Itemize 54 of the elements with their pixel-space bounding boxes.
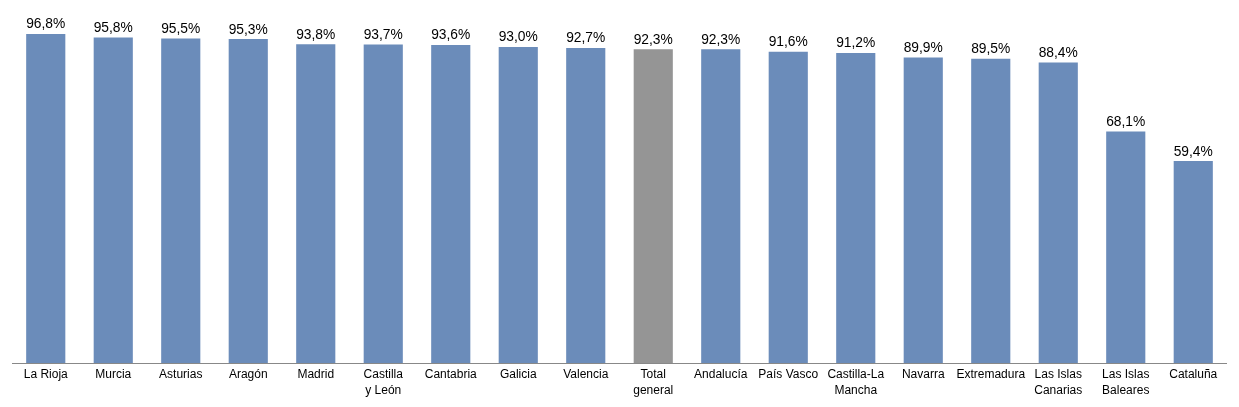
data-label: 95,3%: [228, 21, 268, 37]
bar: [701, 49, 741, 363]
x-tick-label: Andalucía: [694, 367, 748, 382]
bar: [903, 57, 943, 363]
bar: [1106, 131, 1146, 363]
data-label: 91,2%: [836, 35, 876, 51]
x-tick-label: Madrid: [297, 367, 335, 382]
bar: [26, 34, 66, 363]
x-tick-label: Navarra: [901, 367, 945, 382]
data-label: 89,5%: [971, 41, 1011, 57]
data-label: 68,1%: [1106, 113, 1146, 129]
data-label: 88,4%: [1038, 44, 1078, 60]
x-tick-label: Castilla-La Mancha: [827, 367, 885, 397]
x-tick-label: Murcia: [95, 367, 132, 382]
x-tick-label: La Rioja: [23, 367, 69, 382]
x-tick-label: Cataluña: [1169, 367, 1218, 382]
bar: [498, 46, 538, 363]
data-label: 95,8%: [93, 19, 133, 35]
x-tick-label: Galicia: [499, 367, 537, 382]
data-label: 93,7%: [363, 26, 403, 42]
data-label: 92,3%: [633, 31, 673, 47]
data-label: 95,5%: [161, 20, 201, 36]
bar: [566, 47, 606, 363]
x-tick-label: Cantabria: [424, 367, 478, 382]
data-label: 92,3%: [701, 31, 741, 47]
data-label: 92,7%: [566, 30, 606, 46]
bar: [633, 49, 673, 363]
bar: [363, 44, 403, 363]
bar: [1038, 62, 1078, 363]
bar: [1173, 161, 1213, 363]
x-tick-label: País Vasco: [758, 367, 819, 382]
data-label: 96,8%: [26, 16, 66, 32]
x-tick-label: Extremadura: [956, 367, 1026, 382]
x-tick-label: Total general: [633, 367, 674, 397]
bar: [971, 58, 1011, 363]
x-tick-label: Asturias: [159, 367, 203, 382]
bar: [93, 37, 133, 363]
data-label: 93,6%: [431, 27, 471, 43]
bar: [768, 51, 808, 363]
x-tick-label: Las Islas Baleares: [1102, 367, 1150, 397]
x-tick-label: Valencia: [563, 367, 609, 382]
bar: [836, 53, 876, 363]
bar: [228, 39, 268, 363]
bar: [431, 44, 471, 363]
data-label: 91,6%: [768, 34, 808, 50]
data-label: 93,0%: [498, 29, 538, 45]
data-label: 59,4%: [1173, 143, 1213, 159]
x-tick-label: Castilla y León: [363, 367, 404, 397]
x-tick-label: Las Islas Canarias: [1034, 367, 1083, 397]
data-label: 89,9%: [903, 39, 943, 55]
bar: [296, 44, 336, 363]
bar: [161, 38, 201, 363]
x-tick-label: Aragón: [228, 367, 268, 382]
data-label: 93,8%: [296, 26, 336, 42]
